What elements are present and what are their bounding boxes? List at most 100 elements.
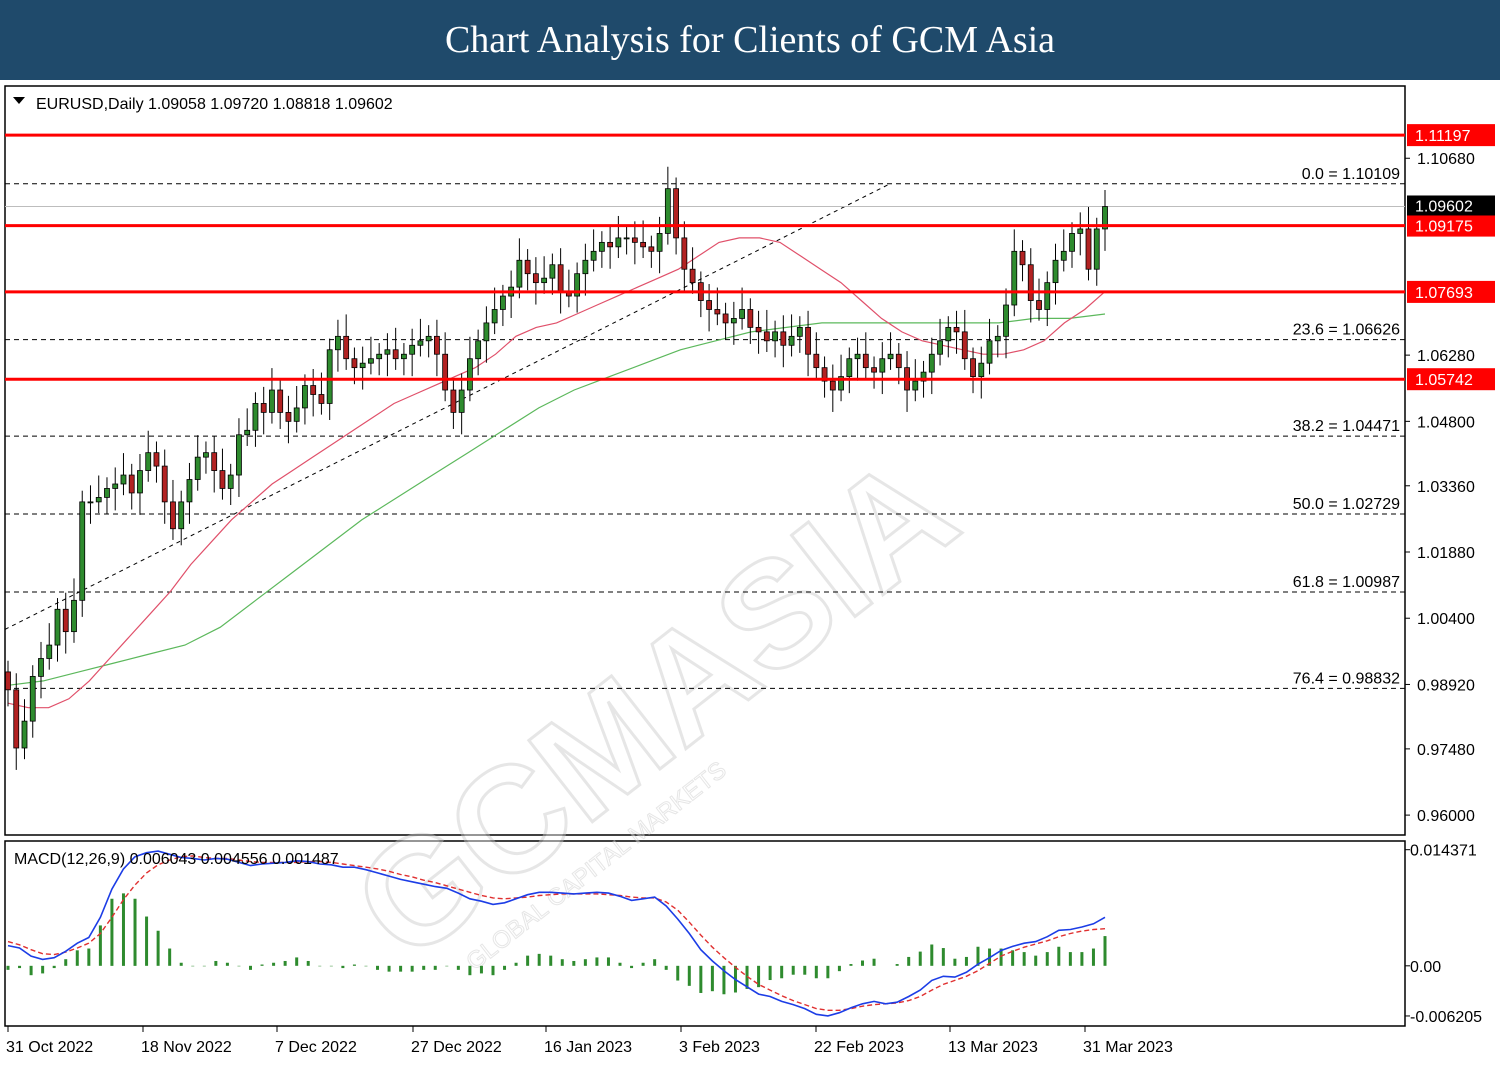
candle-body <box>772 331 778 342</box>
candle-body <box>970 358 976 378</box>
y-tick-label: 1.06280 <box>1417 348 1475 365</box>
current-price-tag <box>1407 195 1495 216</box>
candle-body <box>615 237 622 248</box>
candle-body <box>994 335 1001 342</box>
candle-body <box>656 233 663 252</box>
candle-body <box>590 250 597 261</box>
candle-body <box>178 501 185 530</box>
candle-body <box>755 326 762 333</box>
ma-slow-line <box>7 313 1106 686</box>
candle-body <box>582 259 589 275</box>
y-tick-label: 1.03360 <box>1417 479 1475 496</box>
candle-body <box>1003 304 1009 337</box>
candle-body <box>986 340 993 364</box>
candle-body <box>137 470 143 494</box>
macd-y-tick-label: 0.00 <box>1410 959 1441 976</box>
candle-body <box>112 483 119 489</box>
candle-body <box>434 335 440 355</box>
candle-body <box>499 295 506 310</box>
candle-body <box>277 389 284 413</box>
y-tick-label: 1.04800 <box>1417 414 1475 431</box>
candle-body <box>945 326 952 342</box>
candle-body <box>961 331 968 360</box>
candle-body <box>401 353 407 360</box>
candle-body <box>95 497 102 503</box>
candle-body <box>5 671 11 691</box>
candle-body <box>359 362 366 369</box>
candle-body <box>376 353 383 360</box>
candle-body <box>1027 264 1034 301</box>
candle-body <box>879 358 886 373</box>
x-tick-label: 3 Feb 2023 <box>679 1039 760 1056</box>
y-tick-label: 1.00400 <box>1417 611 1475 628</box>
candle-body <box>483 322 490 342</box>
sr-level-tag <box>1407 124 1495 147</box>
candle-body <box>681 237 688 270</box>
candle-body <box>71 599 77 633</box>
candle-body <box>739 309 745 319</box>
candle-body <box>153 452 160 467</box>
candle-body <box>920 371 927 382</box>
candle-body <box>607 241 614 248</box>
candle-body <box>269 389 275 413</box>
candle-body <box>541 277 548 284</box>
candle-body <box>516 259 523 288</box>
candle-body <box>21 720 28 749</box>
candle-body <box>252 403 259 431</box>
candle-body <box>978 362 985 378</box>
candle-body <box>640 241 647 248</box>
candle-body <box>170 501 176 530</box>
sr-level-label: 1.09175 <box>1415 219 1473 236</box>
candle-body <box>186 479 193 503</box>
candle-body <box>821 367 828 382</box>
candle-body <box>796 326 803 337</box>
candle-body <box>953 326 960 333</box>
candle-body <box>161 465 168 503</box>
candle-body <box>747 309 754 328</box>
macd-header: MACD(12,26,9) 0.006043 0.004556 0.001487 <box>14 851 339 868</box>
candle-body <box>689 268 696 284</box>
candle-body <box>211 452 218 471</box>
banner-title: Chart Analysis for Clients of GCM Asia <box>444 19 1056 61</box>
x-tick-label: 13 Mar 2023 <box>948 1039 1038 1056</box>
candle-body <box>310 385 317 395</box>
symbol-dropdown-icon[interactable] <box>13 97 25 104</box>
candle-body <box>409 344 416 355</box>
candle-body <box>895 353 902 369</box>
candle-body <box>79 501 86 601</box>
macd-y-tick-label: -0.006205 <box>1410 1009 1482 1026</box>
candle-body <box>623 237 630 240</box>
candle-body <box>557 264 564 292</box>
macd-line <box>7 850 1106 1017</box>
candle-body <box>203 452 209 458</box>
candle-body <box>706 300 712 310</box>
candle-body <box>912 380 919 391</box>
candle-body <box>1052 259 1059 284</box>
sr-level-tag <box>1407 214 1495 237</box>
candle-body <box>54 608 61 646</box>
macd-signal-line <box>7 855 1106 1011</box>
candle-body <box>285 411 292 422</box>
candle-body <box>318 394 325 404</box>
x-tick-label: 7 Dec 2022 <box>275 1039 357 1056</box>
candle-body <box>780 331 787 346</box>
price-chart-header: EURUSD,Daily 1.09058 1.09720 1.08818 1.0… <box>36 96 393 113</box>
candle-body <box>236 434 242 476</box>
y-tick-label: 1.10680 <box>1417 151 1475 168</box>
candle-body <box>29 675 36 722</box>
candle-body <box>351 358 358 369</box>
candle-body <box>1011 250 1018 306</box>
candle-body <box>38 658 44 677</box>
x-tick-label: 18 Nov 2022 <box>141 1039 232 1056</box>
candle-body <box>260 403 267 413</box>
candle-body <box>1102 206 1108 230</box>
fib-level-label: 50.0 = 1.02729 <box>1293 496 1400 513</box>
macd-panel <box>4 840 1406 1027</box>
candle-body <box>417 340 424 346</box>
candle-body <box>829 380 836 391</box>
candle-body <box>293 407 300 422</box>
candle-body <box>1060 250 1067 261</box>
x-tick-label: 31 Oct 2022 <box>6 1039 93 1056</box>
x-tick-label: 22 Feb 2023 <box>814 1039 904 1056</box>
fib-level-label: 38.2 = 1.04471 <box>1293 418 1400 435</box>
